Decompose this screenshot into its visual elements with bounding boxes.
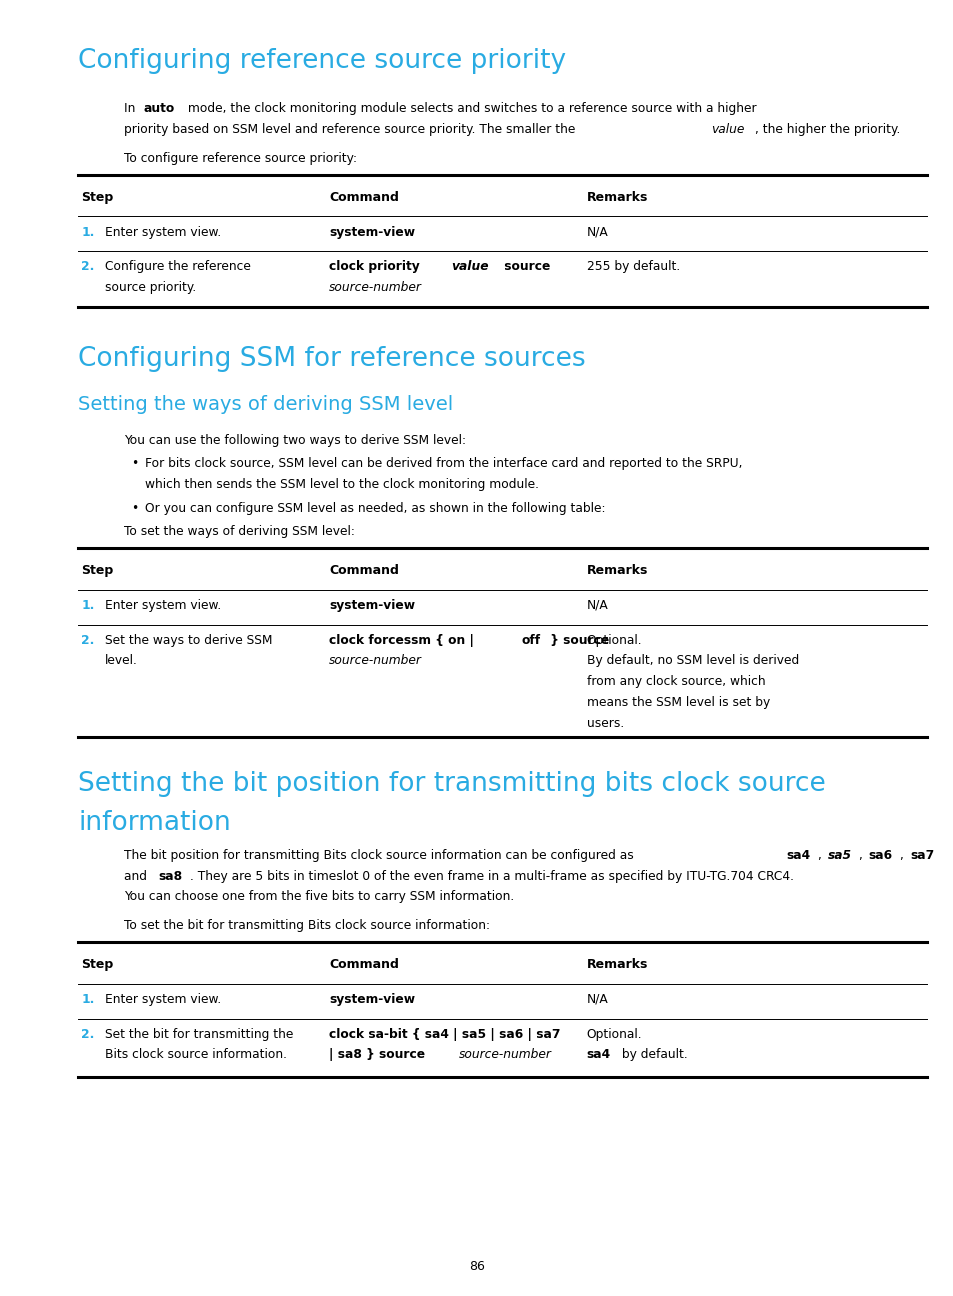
Text: sa7: sa7: [909, 849, 933, 862]
Text: •: •: [131, 502, 138, 515]
Text: source-number: source-number: [329, 654, 421, 667]
Text: 86: 86: [469, 1260, 484, 1273]
Text: 2.: 2.: [81, 634, 94, 647]
Text: value: value: [711, 123, 744, 136]
Text: Or you can configure SSM level as needed, as shown in the following table:: Or you can configure SSM level as needed…: [145, 502, 605, 515]
Text: level.: level.: [105, 654, 137, 667]
Text: 1.: 1.: [81, 993, 94, 1006]
Text: Step: Step: [81, 191, 113, 203]
Text: by default.: by default.: [618, 1048, 687, 1061]
Text: priority based on SSM level and reference source priority. The smaller the: priority based on SSM level and referenc…: [124, 123, 578, 136]
Text: Set the bit for transmitting the: Set the bit for transmitting the: [105, 1028, 293, 1041]
Text: Command: Command: [329, 191, 398, 203]
Text: which then sends the SSM level to the clock monitoring module.: which then sends the SSM level to the cl…: [145, 478, 538, 491]
Text: To set the ways of deriving SSM level:: To set the ways of deriving SSM level:: [124, 525, 355, 538]
Text: . They are 5 bits in timeslot 0 of the even frame in a multi-frame as specified : . They are 5 bits in timeslot 0 of the e…: [190, 870, 793, 883]
Text: Command: Command: [329, 958, 398, 971]
Text: means the SSM level is set by: means the SSM level is set by: [586, 696, 769, 709]
Text: N/A: N/A: [586, 226, 608, 238]
Text: system-view: system-view: [329, 226, 415, 238]
Text: Set the ways to derive SSM: Set the ways to derive SSM: [105, 634, 273, 647]
Text: source-number: source-number: [329, 281, 421, 294]
Text: Setting the ways of deriving SSM level: Setting the ways of deriving SSM level: [78, 395, 453, 415]
Text: 1.: 1.: [81, 599, 94, 612]
Text: source: source: [499, 260, 550, 273]
Text: source priority.: source priority.: [105, 281, 196, 294]
Text: clock sa-bit { sa4 | sa5 | sa6 | sa7: clock sa-bit { sa4 | sa5 | sa6 | sa7: [329, 1028, 560, 1041]
Text: from any clock source, which: from any clock source, which: [586, 675, 764, 688]
Text: | sa8 } source: | sa8 } source: [329, 1048, 429, 1061]
Text: Configuring SSM for reference sources: Configuring SSM for reference sources: [78, 346, 585, 372]
Text: Optional.: Optional.: [586, 634, 641, 647]
Text: system-view: system-view: [329, 599, 415, 612]
Text: N/A: N/A: [586, 599, 608, 612]
Text: ,: ,: [899, 849, 907, 862]
Text: mode, the clock monitoring module selects and switches to a reference source wit: mode, the clock monitoring module select…: [184, 102, 756, 115]
Text: Enter system view.: Enter system view.: [105, 599, 221, 612]
Text: source-number: source-number: [458, 1048, 551, 1061]
Text: In: In: [124, 102, 139, 115]
Text: sa6: sa6: [868, 849, 892, 862]
Text: Enter system view.: Enter system view.: [105, 993, 221, 1006]
Text: Step: Step: [81, 564, 113, 577]
Text: system-view: system-view: [329, 993, 415, 1006]
Text: To set the bit for transmitting Bits clock source information:: To set the bit for transmitting Bits clo…: [124, 919, 490, 932]
Text: sa8: sa8: [158, 870, 183, 883]
Text: Command: Command: [329, 564, 398, 577]
Text: sa4: sa4: [586, 1048, 610, 1061]
Text: value: value: [451, 260, 489, 273]
Text: Remarks: Remarks: [586, 191, 647, 203]
Text: clock priority: clock priority: [329, 260, 424, 273]
Text: Optional.: Optional.: [586, 1028, 641, 1041]
Text: off: off: [521, 634, 540, 647]
Text: users.: users.: [586, 717, 623, 730]
Text: Remarks: Remarks: [586, 564, 647, 577]
Text: auto: auto: [144, 102, 174, 115]
Text: •: •: [131, 457, 138, 470]
Text: Enter system view.: Enter system view.: [105, 226, 221, 238]
Text: ,: ,: [817, 849, 824, 862]
Text: Configuring reference source priority: Configuring reference source priority: [78, 48, 566, 74]
Text: information: information: [78, 810, 231, 836]
Text: 2.: 2.: [81, 260, 94, 273]
Text: 1.: 1.: [81, 226, 94, 238]
Text: Remarks: Remarks: [586, 958, 647, 971]
Text: Configure the reference: Configure the reference: [105, 260, 251, 273]
Text: By default, no SSM level is derived: By default, no SSM level is derived: [586, 654, 798, 667]
Text: } source: } source: [546, 634, 609, 647]
Text: and: and: [124, 870, 151, 883]
Text: Step: Step: [81, 958, 113, 971]
Text: 255 by default.: 255 by default.: [586, 260, 679, 273]
Text: 2.: 2.: [81, 1028, 94, 1041]
Text: clock forcessm { on |: clock forcessm { on |: [329, 634, 477, 647]
Text: sa5: sa5: [827, 849, 851, 862]
Text: , the higher the priority.: , the higher the priority.: [754, 123, 899, 136]
Text: ,: ,: [858, 849, 865, 862]
Text: To configure reference source priority:: To configure reference source priority:: [124, 152, 356, 165]
Text: Setting the bit position for transmitting bits clock source: Setting the bit position for transmittin…: [78, 771, 825, 797]
Text: You can use the following two ways to derive SSM level:: You can use the following two ways to de…: [124, 434, 465, 447]
Text: You can choose one from the five bits to carry SSM information.: You can choose one from the five bits to…: [124, 890, 514, 903]
Text: sa4: sa4: [786, 849, 810, 862]
Text: Bits clock source information.: Bits clock source information.: [105, 1048, 287, 1061]
Text: For bits clock source, SSM level can be derived from the interface card and repo: For bits clock source, SSM level can be …: [145, 457, 741, 470]
Text: N/A: N/A: [586, 993, 608, 1006]
Text: The bit position for transmitting Bits clock source information can be configure: The bit position for transmitting Bits c…: [124, 849, 637, 862]
